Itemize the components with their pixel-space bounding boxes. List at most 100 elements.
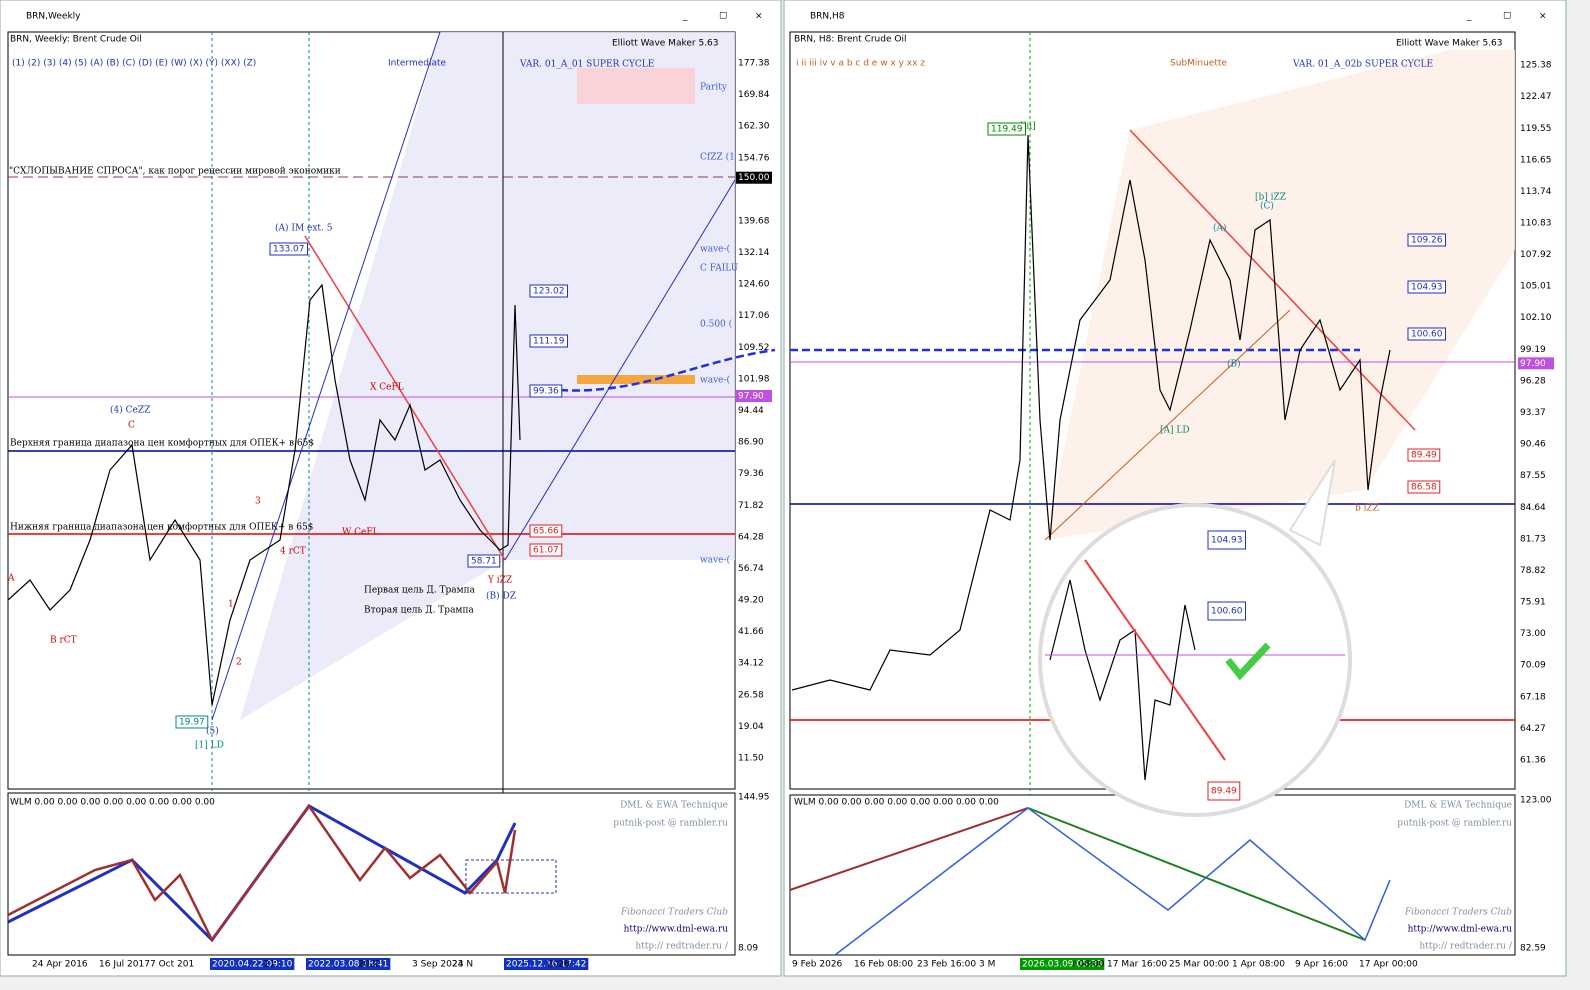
indicator-label: WLM 0.00 0.00 0.00 0.00 0.00 0.00 0.00 0… (10, 798, 215, 808)
price-label: 169.84 (738, 90, 770, 100)
annotation: (5) (206, 726, 219, 737)
annotation: (A) (1213, 223, 1227, 234)
annotation: wave-( (700, 555, 730, 566)
price-label: 34.12 (738, 659, 764, 669)
price-box: 58.71 (471, 557, 497, 567)
price-box: 99.36 (533, 387, 559, 397)
price-path (791, 134, 1391, 691)
check-mark (1225, 642, 1271, 681)
price-label: 105.01 (1520, 282, 1552, 292)
window-button[interactable]: × (755, 12, 763, 22)
price-label: 11.50 (738, 754, 764, 764)
price-highlight (736, 390, 772, 403)
wave-degrees: i ii iii iv v a b c d e w x y xx z (796, 59, 925, 69)
time-highlight (504, 958, 589, 970)
time-label: 2020.04.22 09:10 (212, 960, 293, 970)
price-box: 104.93 (1411, 283, 1443, 293)
wave-line (834, 807, 1391, 956)
price-box: 100.60 (1211, 607, 1243, 617)
price-label: 67.18 (1520, 692, 1546, 702)
credit: http://www.dml-ewa.ru (624, 925, 729, 935)
price-label: 117.06 (738, 311, 770, 321)
annotation: (B) DZ (486, 591, 516, 602)
trend-line (211, 31, 441, 721)
time-label: 2026.03.09 05:33 (1022, 960, 1102, 970)
annotation: (C) (1260, 201, 1274, 212)
trend-line (1129, 129, 1416, 431)
price-label: 90.46 (1520, 440, 1546, 450)
window-button[interactable]: _ (1466, 12, 1472, 22)
price-label: 125.38 (1520, 61, 1552, 71)
time-label: 2022 (358, 960, 381, 970)
annotation: Верхняя граница диапазона цен комфортных… (10, 439, 314, 449)
price-box: 86.58 (1411, 483, 1437, 493)
credit: http:// redtrader.ru / (1419, 942, 1513, 952)
indicator-price: 8.09 (738, 944, 758, 954)
channel (240, 32, 735, 720)
window-button[interactable]: ☐ (1503, 12, 1511, 22)
time-label: 25 Mar 00:00 (1169, 960, 1229, 970)
time-label: 23 Feb 16:00 (917, 960, 976, 970)
price-highlight (736, 171, 772, 184)
time-label: 24 Apr 2016 (32, 960, 88, 970)
annotation: W CeFL (342, 528, 379, 538)
price-box: 89.49 (1211, 787, 1237, 797)
price-path (7, 283, 521, 706)
annotation: B rCT (50, 636, 77, 646)
price-box-frame (529, 384, 563, 398)
price-box-frame (1407, 448, 1441, 462)
price-label: 71.82 (738, 501, 764, 511)
price-box-frame (1207, 601, 1246, 621)
annotation: Нижняя граница диапазона цен комфортных … (10, 523, 313, 533)
degree: Intermediate (388, 59, 447, 69)
wave-degrees: (1) (2) (3) (4) (5) (A) (B) (C) (D) (E) … (12, 59, 256, 69)
window-button[interactable]: ☐ (719, 12, 727, 22)
time-label: 1 Apr 08:00 (1232, 960, 1285, 970)
time-highlight (1020, 958, 1105, 970)
magnifier-tail (1288, 459, 1336, 547)
time-highlight (210, 958, 295, 970)
variant: VAR. 01_A_01 SUPER CYCLE (519, 60, 654, 70)
price-label: 110.83 (1520, 218, 1552, 228)
price-box: 111.19 (533, 337, 565, 347)
price-label: 109.52 (738, 343, 770, 353)
price-box-frame (987, 122, 1026, 136)
price-label: 70.09 (1520, 661, 1546, 671)
time-label: 9 Apr 16:00 (1295, 960, 1348, 970)
price-label: 41.66 (738, 627, 764, 637)
price-box: 61.07 (533, 546, 559, 556)
window-title: BRN,Weekly (26, 12, 81, 22)
price-box-frame (1407, 280, 1446, 294)
indicator-price: 144.95 (738, 793, 770, 803)
price-label: 97.90 (1520, 359, 1546, 369)
price-label: 99.19 (1520, 345, 1546, 355)
wave-line (1027, 807, 1366, 941)
price-label: 26.58 (738, 690, 764, 700)
price-box-frame (1207, 781, 1241, 801)
price-label: 97.90 (738, 392, 764, 402)
price-box: 89.49 (1411, 451, 1437, 461)
price-label: 64.28 (738, 532, 764, 542)
time-highlight (306, 958, 391, 970)
wave-line (789, 807, 1029, 891)
annotation: 0.500 ( (700, 319, 732, 330)
window-button[interactable]: × (1539, 12, 1547, 22)
time-label: 17 Apr 00:00 (1359, 960, 1418, 970)
annotation: (B) (1227, 359, 1241, 370)
price-box: 104.93 (1211, 536, 1243, 546)
price-label: 84.64 (1520, 503, 1546, 513)
price-label: 162.30 (738, 122, 770, 132)
price-label: 119.55 (1520, 124, 1552, 134)
price-label: 150.00 (738, 173, 770, 183)
price-box-frame (529, 543, 563, 557)
window-button[interactable]: _ (682, 12, 688, 22)
price-box-frame (175, 715, 209, 729)
price-label: 107.92 (1520, 250, 1552, 260)
price-box: 119.49 (991, 125, 1023, 135)
time-label: 16 Feb 08:00 (854, 960, 913, 970)
tool-name: Elliott Wave Maker 5.63 (1396, 39, 1502, 49)
time-label: 2025.12.16 17:42 (506, 960, 586, 970)
annotation: Y iZZ (487, 576, 512, 586)
time-label: 17 Mar 16:00 (1107, 960, 1167, 970)
price-label: 154.76 (738, 153, 770, 163)
